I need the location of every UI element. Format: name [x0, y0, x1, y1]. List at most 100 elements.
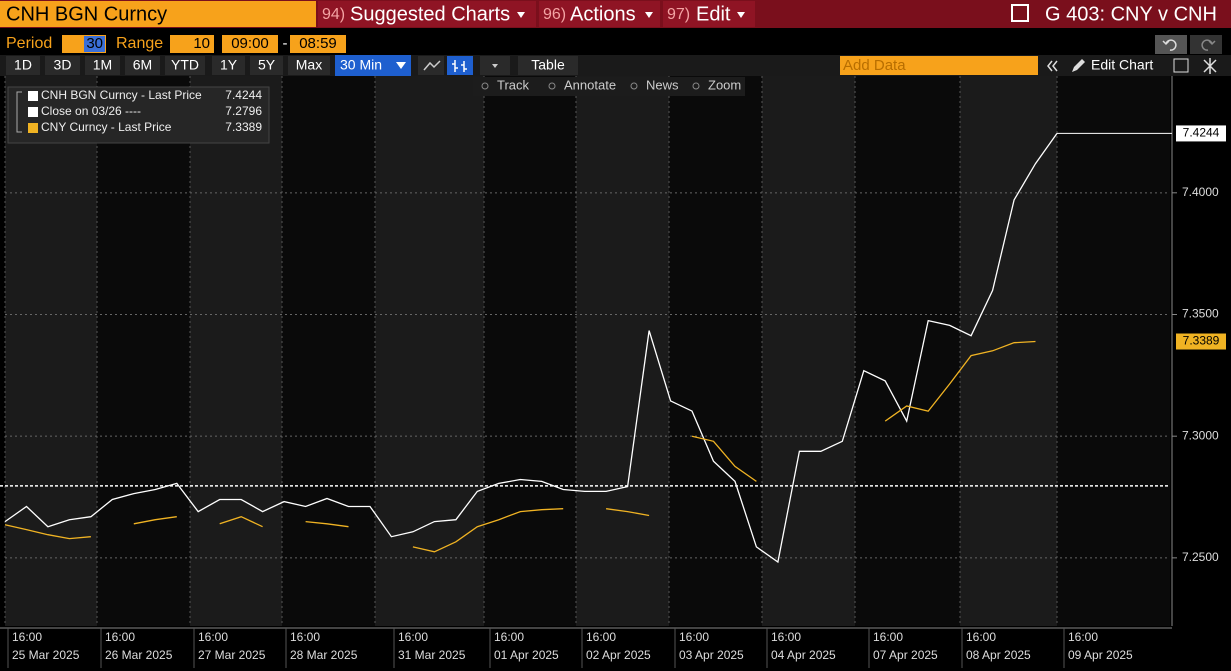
range-button[interactable]: YTD: [171, 57, 199, 73]
tool-icon: [630, 82, 638, 90]
period-label: Period: [6, 35, 52, 52]
period-selection: [84, 36, 105, 52]
tool[interactable]: News: [646, 77, 679, 92]
x-tick-time: 16:00: [12, 630, 42, 644]
pencil-icon: [1072, 59, 1085, 72]
legend: [7, 86, 270, 144]
menu-bg[interactable]: [318, 1, 536, 27]
x-tick-date: 02 Apr 2025: [586, 648, 651, 662]
menu-code[interactable]: 96): [543, 6, 566, 23]
edit-icon[interactable]: [1173, 58, 1189, 73]
range-button-bg[interactable]: [85, 56, 120, 75]
dropdown-icon: [737, 12, 745, 18]
tool-icon: [692, 82, 700, 90]
legend-label: Close on 03/26 ----: [41, 104, 141, 118]
interval[interactable]: 30 Min: [340, 57, 382, 73]
x-tick-time: 16:00: [586, 630, 616, 644]
y-tick-label: 7.2500: [1182, 550, 1219, 564]
range-button[interactable]: 1D: [14, 57, 32, 73]
range-button-bg[interactable]: [212, 56, 245, 75]
range-button[interactable]: 1M: [93, 57, 112, 73]
menu-bg[interactable]: [539, 1, 660, 27]
legend-label: CNY Curncy - Last Price: [41, 120, 172, 134]
y-tick-label: 7.3000: [1182, 428, 1219, 442]
last-value-tag: [1176, 125, 1226, 142]
session-band: [5, 76, 97, 626]
x-tick-time: 16:00: [873, 630, 903, 644]
range-button-bg[interactable]: [45, 56, 80, 75]
session-band: [190, 76, 282, 626]
session-band: [484, 76, 576, 626]
range-button-bg[interactable]: [125, 56, 160, 75]
range-label: Range: [116, 35, 163, 52]
tool-icon: [548, 82, 556, 90]
end-field[interactable]: [290, 35, 346, 53]
range-field[interactable]: [170, 35, 214, 53]
x-tick-date: 04 Apr 2025: [771, 648, 836, 662]
range-button[interactable]: 6M: [133, 57, 152, 73]
dropdown-icon: [396, 62, 406, 69]
collapse-icon[interactable]: [1047, 60, 1058, 72]
add-data-field[interactable]: [840, 56, 1038, 75]
x-tick-time: 16:00: [198, 630, 228, 644]
x-tick-time: 16:00: [494, 630, 524, 644]
function-title: G 403: CNY v CNH: [1045, 3, 1217, 25]
legend-swatch: [28, 107, 38, 117]
range-button-bg[interactable]: [6, 56, 40, 75]
security-field[interactable]: [0, 1, 316, 27]
menu-code[interactable]: 94): [322, 6, 345, 23]
session-band: [669, 76, 762, 626]
tool[interactable]: Annotate: [564, 77, 616, 92]
range-button[interactable]: 5Y: [258, 57, 276, 73]
range-button[interactable]: 1Y: [220, 57, 238, 73]
period-value[interactable]: 30: [86, 35, 103, 52]
launch-icon[interactable]: [1011, 4, 1029, 22]
x-tick-date: 07 Apr 2025: [873, 648, 938, 662]
x-tick-time: 16:00: [290, 630, 320, 644]
redo-button[interactable]: [1190, 35, 1222, 54]
legend-bracket: [16, 91, 22, 133]
table[interactable]: Table: [531, 57, 565, 73]
start-field[interactable]: [222, 35, 278, 53]
range-button-bg[interactable]: [288, 56, 330, 75]
chart-tools: Track Annotate News Zoom: [481, 77, 741, 92]
x-tick-date: 27 Mar 2025: [198, 648, 266, 662]
tool-bar: [473, 77, 745, 96]
tool[interactable]: Zoom: [708, 77, 741, 92]
x-tick-time: 16:00: [771, 630, 801, 644]
redo-icon: [1201, 39, 1216, 51]
interval-button[interactable]: [335, 55, 411, 76]
menu-label[interactable]: Actions: [570, 3, 636, 25]
x-tick-time: 16:00: [1068, 630, 1098, 644]
menu-code[interactable]: 97): [667, 6, 690, 23]
session-band: [97, 76, 190, 626]
session-band: [282, 76, 375, 626]
end-time[interactable]: 08:59: [299, 35, 337, 52]
security[interactable]: CNH BGN Curncy: [6, 3, 167, 25]
range-button[interactable]: 3D: [54, 57, 72, 73]
session-band: [960, 76, 1057, 626]
session-band: [1057, 76, 1170, 626]
session-band: [855, 76, 960, 626]
series-line: [4, 340, 1036, 553]
start-time[interactable]: 09:00: [231, 35, 269, 52]
dropdown-icon: [645, 12, 653, 18]
legend-swatch: [28, 123, 38, 133]
tool[interactable]: Track: [497, 77, 530, 92]
time-separator: -: [283, 35, 288, 52]
settings-icon[interactable]: [1203, 58, 1217, 74]
table-button[interactable]: [518, 56, 578, 75]
range-button-bg[interactable]: [250, 56, 283, 75]
menu-label[interactable]: Edit: [696, 3, 731, 25]
edit-chart[interactable]: Edit Chart: [1091, 57, 1153, 73]
menu-label[interactable]: Suggested Charts: [350, 3, 510, 25]
line-style-button[interactable]: [418, 56, 444, 75]
range-button-bg[interactable]: [165, 56, 205, 75]
add-data[interactable]: Add Data: [843, 57, 906, 74]
last-value: 7.4244: [1183, 126, 1220, 140]
range-value[interactable]: 10: [193, 35, 210, 52]
undo-button[interactable]: [1155, 35, 1187, 54]
bar-style-button[interactable]: [447, 56, 473, 75]
range-button[interactable]: Max: [296, 57, 322, 73]
